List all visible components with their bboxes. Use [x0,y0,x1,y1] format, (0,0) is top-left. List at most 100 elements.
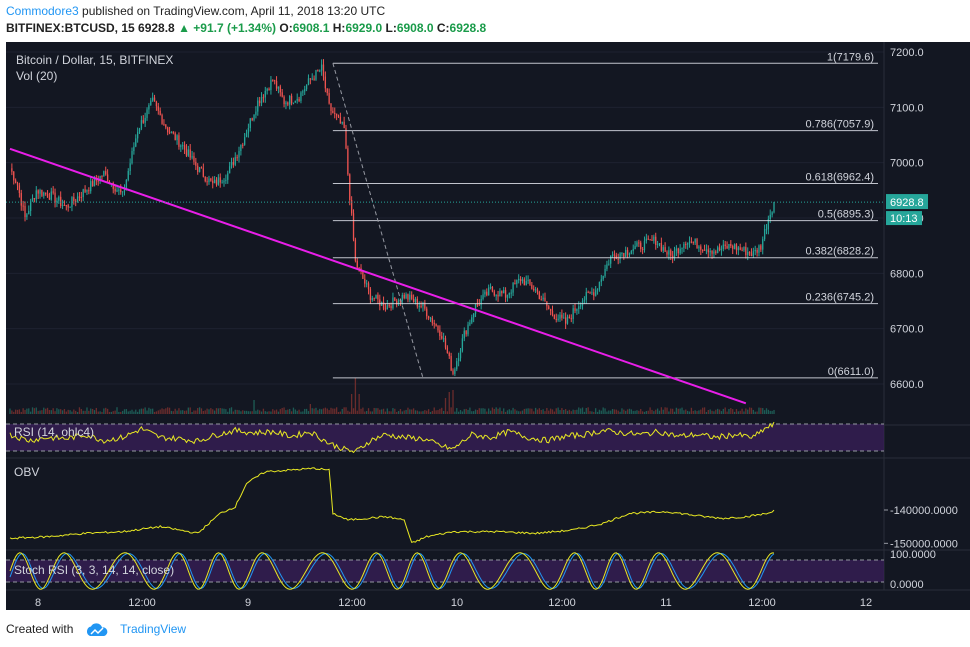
candle-body [561,314,563,318]
volume-bar [305,408,308,414]
volume-bar [551,409,554,414]
candle-body [596,289,599,291]
volume-bar [463,409,465,414]
candle-body [512,282,514,293]
volume-bar [718,409,721,414]
volume-bar [95,407,98,414]
candle-body [641,248,644,250]
candle-body [281,92,283,97]
volume-bar [249,411,251,414]
volume-bar [37,410,39,414]
volume-bar [767,409,770,414]
candle-body [459,350,462,359]
candle-body [478,304,480,306]
volume-bar [501,411,503,414]
candle-body [206,181,208,183]
candle-body [482,294,484,300]
candle-body [337,115,340,118]
volume-bar [69,410,71,414]
volume-bar [232,411,235,414]
candle-body [454,369,456,374]
candle-body [163,123,165,125]
volume-bar [446,411,449,414]
candle-body [651,239,653,241]
volume-bar [471,411,473,414]
candle-body [578,306,580,310]
candle-body [157,106,159,111]
candle-body [720,248,723,251]
candle-body [202,168,205,177]
volume-bar [431,410,434,414]
open-value: 6908.1 [292,21,330,35]
volume-bar [427,409,430,414]
candle-body [225,179,227,181]
candle-body [138,128,141,132]
volume-bar [140,408,143,414]
volume-bar [739,410,741,414]
volume-bar [444,398,447,414]
candle-body [658,243,661,245]
candle-body [354,239,357,261]
candle-body [22,205,24,207]
candle-body [683,243,685,249]
volume-bar [302,411,304,414]
volume-bar [658,410,661,414]
price-chart[interactable]: 1(7179.6) 0.786(7057.9) 0.618(6962.4) 0.5(6… [6,42,970,610]
descending-trendline [9,147,747,405]
candle-body [183,145,186,150]
publish-line: Commodore3 published on TradingView.com,… [6,4,385,18]
volume-bar [711,410,713,414]
obv-axis-tick: -140000.0000 [890,505,958,517]
candle-body [401,295,403,301]
volume-bar [516,410,518,414]
tradingview-link[interactable]: TradingView [120,622,187,636]
candle-body [480,299,482,306]
candle-body [123,189,126,192]
volume-bar [773,409,775,414]
volume-bar [610,410,612,414]
volume-bar [467,409,469,414]
candle-body [591,292,593,294]
candle-body [564,317,567,324]
price-axis-tick: 7200.0 [890,47,924,59]
candle-body [140,120,143,129]
candle-body [178,135,180,147]
candle-body [739,247,741,250]
candle-body [668,250,670,255]
volume-bar [655,409,657,414]
candle-body [285,102,287,105]
low-label: L: [385,21,397,35]
candle-body [647,238,649,240]
candle-body [35,190,37,200]
candle-body [274,80,276,82]
volume-bar [91,408,94,414]
volume-bar [189,407,191,414]
volume-bar [13,411,15,414]
candle-body [707,249,709,253]
candle-body [375,294,377,299]
candle-body [551,310,554,315]
low-value: 6908.0 [396,21,434,35]
candle-body [504,290,507,298]
volume-bar [450,407,452,414]
volume-bar [694,410,696,414]
candle-body [726,246,728,249]
volume-bar [195,410,197,414]
volume-bar [65,411,67,414]
volume-bar [394,408,396,414]
candle-body [82,189,84,198]
candle-body [557,318,559,320]
volume-bar [546,407,548,414]
fib-level-0.236-label: 0.236(6745.2) [806,292,875,304]
candle-body [238,151,240,158]
candle-body [572,308,574,319]
candle-body [702,249,704,251]
candle-body [253,114,255,120]
volume-bar [442,410,445,414]
author-link[interactable]: Commodore3 [6,4,79,18]
volume-label: Vol (20) [16,69,57,83]
candle-body [394,297,396,301]
volume-bar [747,409,749,414]
candle-body [653,236,655,241]
candle-body [103,171,105,177]
